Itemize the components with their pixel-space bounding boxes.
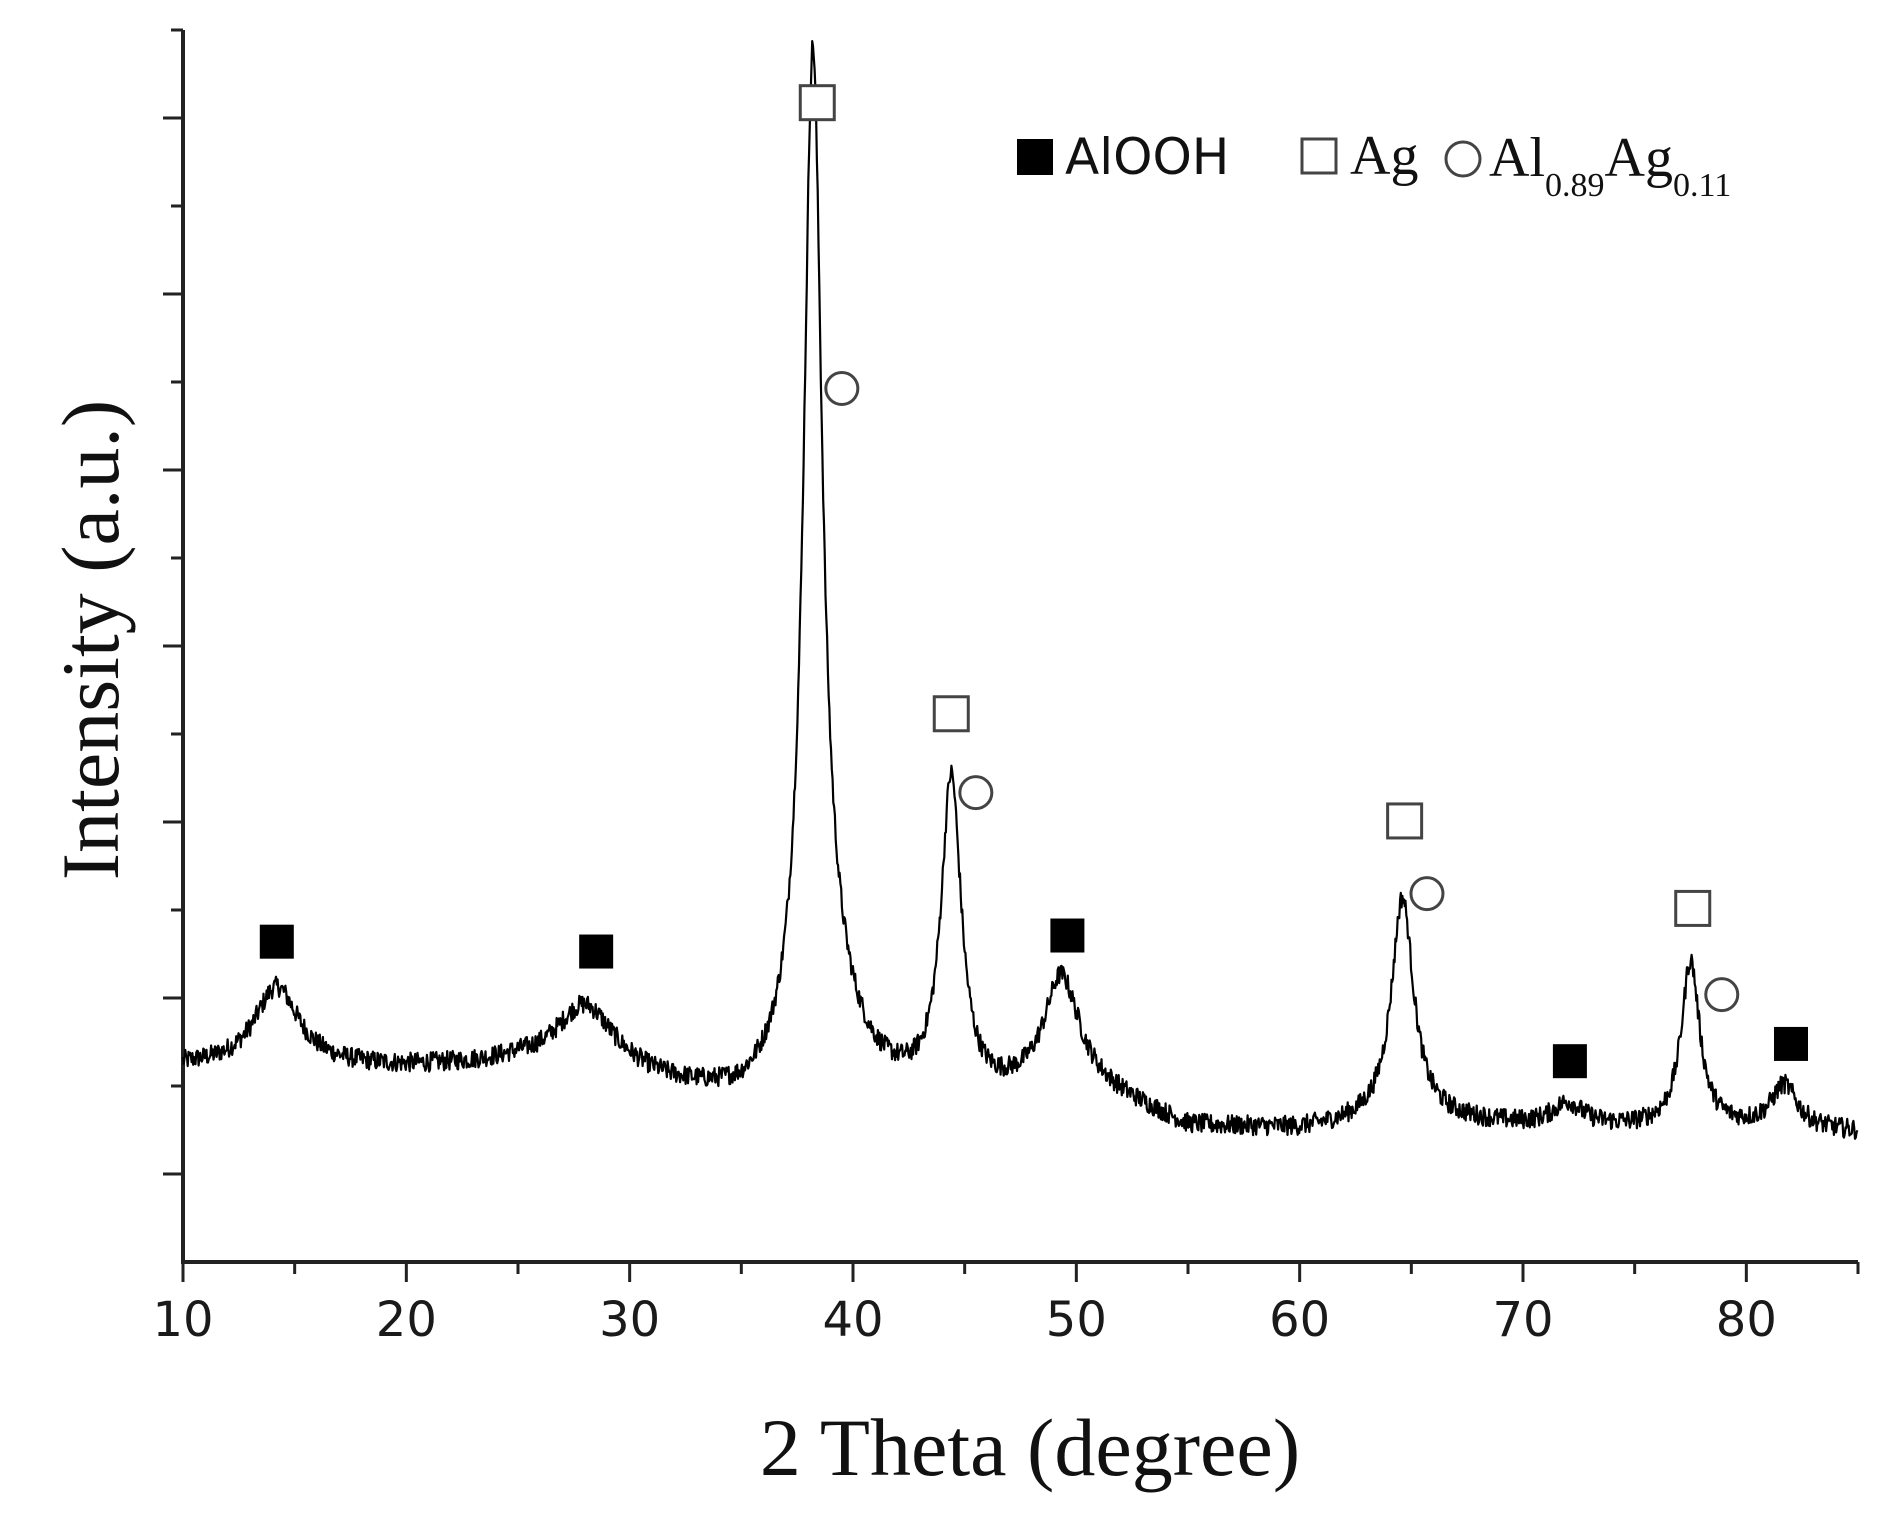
x-axis-title: 2 Theta (degree) [760, 1402, 1300, 1493]
legend-marker-filled-square [1017, 139, 1053, 175]
x-axis-ticks [181, 1262, 1860, 1282]
marker-ag-square [1386, 802, 1424, 840]
legend-label-alooh: AlOOH [1065, 128, 1229, 186]
legend-alloy-sub-1: 0.89 [1545, 167, 1605, 204]
x-tick-label: 60 [1269, 1292, 1330, 1348]
x-tick-label: 30 [599, 1292, 660, 1348]
marker-alloy-circle [1704, 977, 1740, 1013]
marker-alloy-circle [958, 775, 994, 811]
legend-label-ag: Ag [1350, 125, 1418, 187]
marker-alooh-square [1552, 1044, 1587, 1079]
marker-ag-square [932, 695, 970, 733]
legend-label-alloy: Al0.89Ag0.11 [1489, 127, 1731, 204]
legend-marker-open-circle [1444, 140, 1482, 178]
x-tick-label: 10 [152, 1292, 213, 1348]
legend-alloy-sub-2: 0.11 [1673, 167, 1731, 204]
legend: AlOOH Ag Al0.89Ag0.11 [1017, 125, 1731, 204]
y-axis-ticks [163, 28, 183, 1176]
marker-ag-square [1674, 889, 1712, 927]
x-tick-label: 70 [1492, 1292, 1553, 1348]
marker-alooh-square [1050, 918, 1085, 953]
x-tick-label: 50 [1046, 1292, 1107, 1348]
marker-alloy-circle [824, 371, 860, 407]
x-tick-label: 20 [376, 1292, 437, 1348]
legend-alloy-element-1: Al [1489, 127, 1545, 189]
legend-alloy-element-2: Ag [1605, 127, 1673, 189]
marker-alloy-circle [1409, 876, 1445, 912]
marker-alooh-square [259, 924, 294, 959]
series-line-xrd [181, 40, 1859, 1140]
marker-alooh-square [579, 934, 614, 969]
y-axis-title: Intensity (a.u.) [45, 400, 136, 880]
peak-markers [259, 84, 1808, 1079]
x-tick-labels: 10 20 30 40 50 60 70 80 [152, 1292, 1776, 1348]
marker-alooh-square [1774, 1026, 1808, 1061]
legend-marker-open-square [1300, 137, 1338, 175]
marker-ag-square [798, 84, 836, 122]
x-tick-label: 80 [1716, 1292, 1777, 1348]
x-tick-label: 40 [822, 1292, 883, 1348]
